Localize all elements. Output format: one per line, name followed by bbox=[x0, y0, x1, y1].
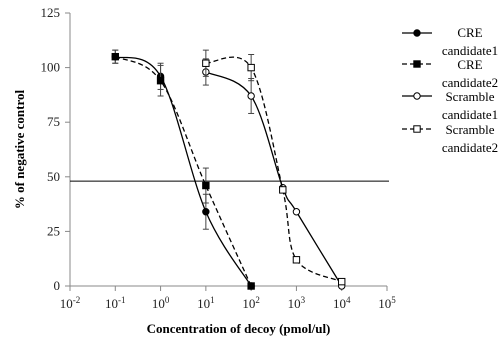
data-point bbox=[292, 208, 301, 216]
data-point bbox=[338, 277, 346, 286]
data-point bbox=[202, 59, 210, 67]
y-tick-label: 50 bbox=[47, 169, 60, 184]
legend: CREcandidate1CREcandidate2Scramblecandid… bbox=[402, 25, 498, 155]
data-point bbox=[202, 181, 210, 190]
legend-label: candidate2 bbox=[442, 75, 498, 90]
legend-label: Scramble bbox=[445, 122, 494, 137]
x-tick-label: 102 bbox=[242, 295, 260, 311]
legend-swatch-marker bbox=[413, 60, 421, 68]
x-tick-label: 104 bbox=[333, 295, 351, 311]
axes: 0 25 50 75 100 125 10-2 10-1 100 101 102 103 104 105 bbox=[41, 5, 397, 311]
data-point bbox=[202, 208, 210, 216]
x-tick-label: 101 bbox=[197, 295, 215, 311]
series-line bbox=[205, 71, 343, 287]
series-group bbox=[111, 49, 346, 290]
legend-label: candidate2 bbox=[442, 140, 498, 155]
legend-item-3: Scramble candidate1 bbox=[402, 89, 498, 122]
x-tick-label: 103 bbox=[288, 295, 306, 311]
legend-swatch-marker bbox=[413, 92, 421, 100]
legend-label: candidate1 bbox=[442, 107, 498, 122]
legend-label: CRE bbox=[457, 57, 482, 72]
series-line bbox=[205, 56, 342, 283]
series-2 bbox=[111, 49, 255, 290]
data-point bbox=[111, 52, 119, 61]
legend-label: Scramble bbox=[445, 89, 494, 104]
data-point bbox=[156, 77, 165, 85]
y-axis-label: % of negative control bbox=[12, 89, 27, 209]
legend-label: CRE bbox=[457, 25, 482, 40]
legend-item-2: CRE candidate2 bbox=[402, 57, 498, 90]
y-tick-label: 125 bbox=[41, 5, 61, 20]
legend-item-4: Scramble candidate2 bbox=[402, 122, 498, 155]
x-tick-label: 105 bbox=[378, 295, 396, 311]
series-line bbox=[115, 56, 252, 287]
legend-swatch-marker bbox=[413, 125, 421, 133]
series-line bbox=[114, 56, 252, 287]
series-4 bbox=[202, 49, 346, 286]
y-tick-label: 25 bbox=[47, 223, 60, 238]
series-1 bbox=[111, 49, 255, 290]
data-point bbox=[247, 92, 255, 100]
data-point bbox=[247, 282, 255, 290]
x-tick-label: 10-2 bbox=[60, 295, 81, 311]
legend-item-1: CRE candidate1 bbox=[402, 25, 498, 58]
x-tick-label: 100 bbox=[152, 295, 170, 311]
y-tick-label: 100 bbox=[41, 60, 61, 75]
x-axis-label: Concentration of decoy (pmol/ul) bbox=[147, 321, 331, 336]
data-point bbox=[279, 186, 287, 194]
legend-label: candidate1 bbox=[442, 43, 498, 58]
y-tick-label: 75 bbox=[47, 114, 60, 129]
x-tick-label: 10-1 bbox=[105, 295, 125, 311]
data-point bbox=[292, 256, 301, 264]
data-point bbox=[247, 63, 255, 72]
series-3 bbox=[202, 58, 346, 290]
legend-swatch-marker bbox=[413, 29, 421, 37]
y-tick-label: 0 bbox=[54, 278, 61, 293]
